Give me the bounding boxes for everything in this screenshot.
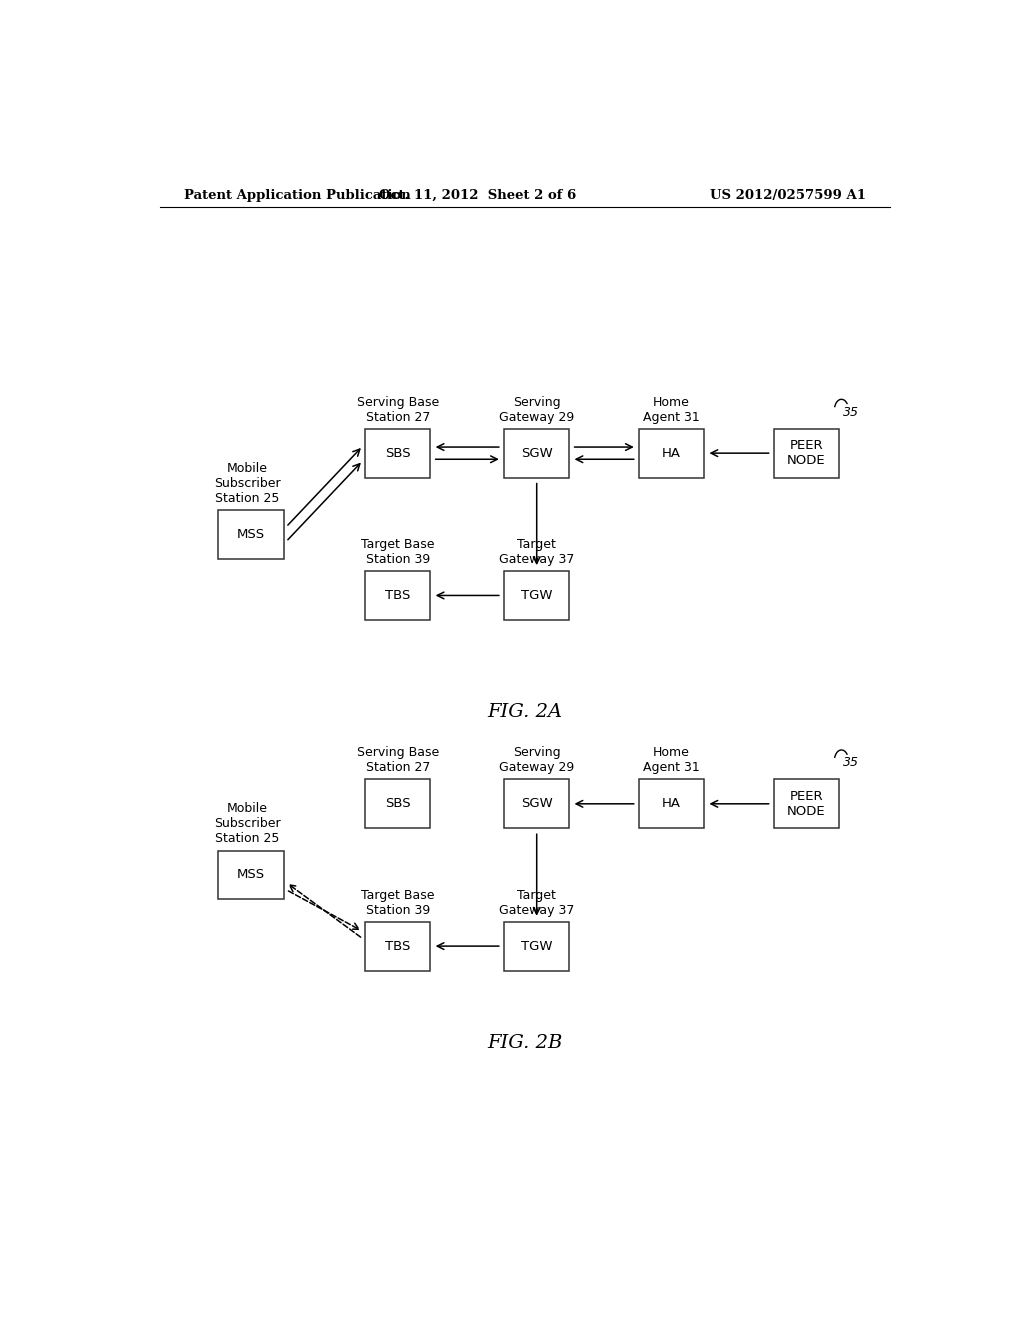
Text: TGW: TGW xyxy=(521,589,553,602)
Text: TBS: TBS xyxy=(385,589,411,602)
Text: Mobile
Subscriber
Station 25: Mobile Subscriber Station 25 xyxy=(214,462,281,506)
Text: Mobile
Subscriber
Station 25: Mobile Subscriber Station 25 xyxy=(214,803,281,846)
Text: Target
Gateway 37: Target Gateway 37 xyxy=(499,539,574,566)
Text: HA: HA xyxy=(663,797,681,810)
Text: Oct. 11, 2012  Sheet 2 of 6: Oct. 11, 2012 Sheet 2 of 6 xyxy=(379,189,575,202)
Text: Patent Application Publication: Patent Application Publication xyxy=(183,189,411,202)
FancyBboxPatch shape xyxy=(218,510,284,558)
Text: MSS: MSS xyxy=(237,869,265,882)
FancyBboxPatch shape xyxy=(504,779,569,828)
Text: 35: 35 xyxy=(843,756,859,770)
FancyBboxPatch shape xyxy=(218,850,284,899)
Text: US 2012/0257599 A1: US 2012/0257599 A1 xyxy=(710,189,866,202)
FancyBboxPatch shape xyxy=(366,429,430,478)
Text: Serving
Gateway 29: Serving Gateway 29 xyxy=(499,746,574,775)
FancyBboxPatch shape xyxy=(504,429,569,478)
Text: SBS: SBS xyxy=(385,446,411,459)
FancyBboxPatch shape xyxy=(366,779,430,828)
Text: HA: HA xyxy=(663,446,681,459)
Text: SGW: SGW xyxy=(521,446,553,459)
FancyBboxPatch shape xyxy=(639,779,705,828)
Text: Target Base
Station 39: Target Base Station 39 xyxy=(361,539,434,566)
Text: SGW: SGW xyxy=(521,797,553,810)
Text: Home
Agent 31: Home Agent 31 xyxy=(643,746,700,775)
FancyBboxPatch shape xyxy=(366,921,430,970)
Text: Target
Gateway 37: Target Gateway 37 xyxy=(499,888,574,916)
Text: FIG. 2A: FIG. 2A xyxy=(487,704,562,721)
Text: Serving
Gateway 29: Serving Gateway 29 xyxy=(499,396,574,424)
Text: SBS: SBS xyxy=(385,797,411,810)
Text: Serving Base
Station 27: Serving Base Station 27 xyxy=(356,746,439,775)
Text: Target Base
Station 39: Target Base Station 39 xyxy=(361,888,434,916)
Text: FIG. 2B: FIG. 2B xyxy=(487,1034,562,1052)
FancyBboxPatch shape xyxy=(504,572,569,620)
Text: Home
Agent 31: Home Agent 31 xyxy=(643,396,700,424)
FancyBboxPatch shape xyxy=(639,429,705,478)
FancyBboxPatch shape xyxy=(504,921,569,970)
Text: MSS: MSS xyxy=(237,528,265,541)
Text: TBS: TBS xyxy=(385,940,411,953)
FancyBboxPatch shape xyxy=(366,572,430,620)
Text: 35: 35 xyxy=(843,405,859,418)
FancyBboxPatch shape xyxy=(774,779,839,828)
Text: Serving Base
Station 27: Serving Base Station 27 xyxy=(356,396,439,424)
Text: TGW: TGW xyxy=(521,940,553,953)
Text: PEER
NODE: PEER NODE xyxy=(787,440,825,467)
Text: PEER
NODE: PEER NODE xyxy=(787,789,825,818)
FancyBboxPatch shape xyxy=(774,429,839,478)
